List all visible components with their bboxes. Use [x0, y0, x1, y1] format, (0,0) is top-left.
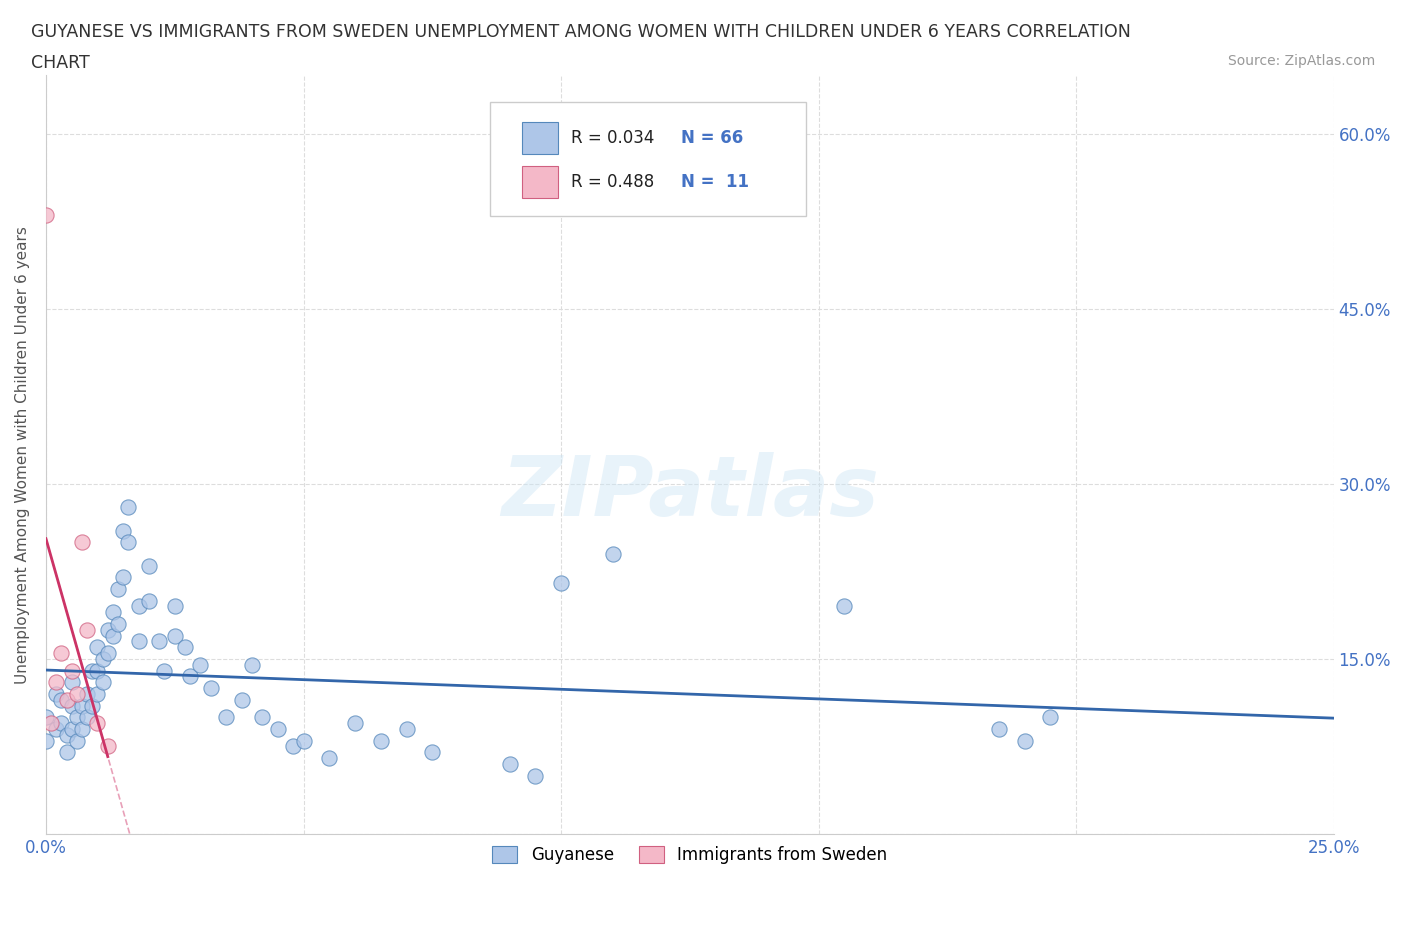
Point: [252, 710, 274, 724]
Point: [1014, 733, 1036, 748]
Point: [97, 739, 120, 754]
FancyBboxPatch shape: [523, 123, 558, 154]
Point: [834, 599, 856, 614]
Point: [51, 715, 73, 730]
Point: [267, 722, 290, 737]
Point: [60, 675, 83, 690]
Point: [107, 617, 129, 631]
Point: [60, 698, 83, 713]
Point: [70, 698, 93, 713]
Point: [51, 645, 73, 660]
Point: [602, 547, 624, 562]
Point: [498, 756, 520, 771]
Point: [112, 523, 135, 538]
Legend: Guyanese, Immigrants from Sweden: Guyanese, Immigrants from Sweden: [485, 840, 894, 871]
Text: R = 0.034: R = 0.034: [571, 129, 655, 147]
Point: [55, 692, 77, 707]
Point: [1039, 710, 1062, 724]
Point: [70, 722, 93, 737]
Point: [70, 535, 93, 550]
Point: [86, 715, 108, 730]
Point: [370, 733, 392, 748]
Text: Source: ZipAtlas.com: Source: ZipAtlas.com: [1227, 54, 1375, 68]
Text: N =  11: N = 11: [681, 173, 749, 191]
Point: [91, 675, 114, 690]
Point: [101, 628, 124, 643]
Point: [45, 675, 67, 690]
Point: [117, 535, 139, 550]
Point: [117, 499, 139, 514]
Point: [66, 686, 89, 701]
Text: N = 66: N = 66: [681, 129, 742, 147]
Point: [35, 733, 58, 748]
Point: [148, 634, 170, 649]
Point: [107, 581, 129, 596]
Point: [66, 710, 89, 724]
Point: [91, 651, 114, 666]
Point: [51, 692, 73, 707]
Point: [55, 727, 77, 742]
Point: [128, 599, 150, 614]
Point: [292, 733, 315, 748]
Point: [97, 622, 120, 637]
Point: [86, 686, 108, 701]
Point: [60, 663, 83, 678]
Point: [76, 710, 98, 724]
Text: ZIPatlas: ZIPatlas: [501, 452, 879, 533]
Point: [55, 745, 77, 760]
Point: [153, 663, 176, 678]
Point: [174, 640, 197, 655]
Point: [39, 715, 62, 730]
Point: [35, 710, 58, 724]
Point: [343, 715, 366, 730]
Point: [86, 663, 108, 678]
Point: [240, 658, 263, 672]
Point: [138, 558, 160, 573]
FancyBboxPatch shape: [491, 102, 806, 216]
Text: GUYANESE VS IMMIGRANTS FROM SWEDEN UNEMPLOYMENT AMONG WOMEN WITH CHILDREN UNDER : GUYANESE VS IMMIGRANTS FROM SWEDEN UNEMP…: [31, 23, 1130, 41]
Point: [97, 645, 120, 660]
Point: [45, 722, 67, 737]
Point: [215, 710, 238, 724]
Point: [524, 768, 547, 783]
Point: [163, 628, 186, 643]
Point: [101, 604, 124, 619]
FancyBboxPatch shape: [523, 166, 558, 197]
Point: [200, 681, 222, 696]
Point: [179, 669, 201, 684]
Point: [138, 593, 160, 608]
Point: [420, 745, 443, 760]
Text: CHART: CHART: [31, 54, 90, 72]
Point: [66, 733, 89, 748]
Point: [190, 658, 212, 672]
Point: [76, 622, 98, 637]
Point: [318, 751, 340, 765]
Point: [231, 692, 253, 707]
Text: R = 0.488: R = 0.488: [571, 173, 655, 191]
Point: [76, 686, 98, 701]
Y-axis label: Unemployment Among Women with Children Under 6 years: Unemployment Among Women with Children U…: [15, 226, 30, 684]
Point: [163, 599, 186, 614]
Point: [128, 634, 150, 649]
Point: [60, 722, 83, 737]
Point: [283, 739, 305, 754]
Point: [86, 640, 108, 655]
Point: [82, 663, 104, 678]
Point: [987, 722, 1010, 737]
Point: [82, 698, 104, 713]
Point: [112, 570, 135, 585]
Point: [35, 208, 58, 223]
Point: [45, 686, 67, 701]
Point: [550, 576, 572, 591]
Point: [395, 722, 418, 737]
